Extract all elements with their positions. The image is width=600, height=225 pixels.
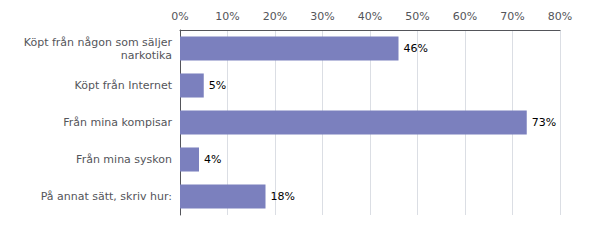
svg-text:18%: 18% bbox=[271, 190, 295, 203]
svg-text:70%: 70% bbox=[500, 10, 524, 23]
svg-text:Från mina kompisar: Från mina kompisar bbox=[63, 116, 172, 129]
svg-text:20%: 20% bbox=[263, 10, 287, 23]
svg-text:narkotika: narkotika bbox=[121, 49, 172, 62]
svg-text:Från mina syskon: Från mina syskon bbox=[76, 153, 172, 166]
svg-text:46%: 46% bbox=[404, 42, 428, 55]
svg-text:Köpt från Internet: Köpt från Internet bbox=[75, 79, 173, 92]
svg-text:På annat sätt, skriv hur:: På annat sätt, skriv hur: bbox=[41, 190, 172, 203]
svg-text:80%: 80% bbox=[548, 10, 572, 23]
svg-text:5%: 5% bbox=[209, 79, 226, 92]
svg-text:10%: 10% bbox=[215, 10, 239, 23]
svg-text:50%: 50% bbox=[405, 10, 429, 23]
svg-text:0%: 0% bbox=[171, 10, 188, 23]
svg-text:4%: 4% bbox=[204, 153, 221, 166]
svg-text:73%: 73% bbox=[532, 116, 556, 129]
svg-text:Köpt från någon som säljer: Köpt från någon som säljer bbox=[24, 36, 173, 49]
svg-text:30%: 30% bbox=[310, 10, 334, 23]
svg-text:60%: 60% bbox=[453, 10, 477, 23]
svg-text:40%: 40% bbox=[358, 10, 382, 23]
